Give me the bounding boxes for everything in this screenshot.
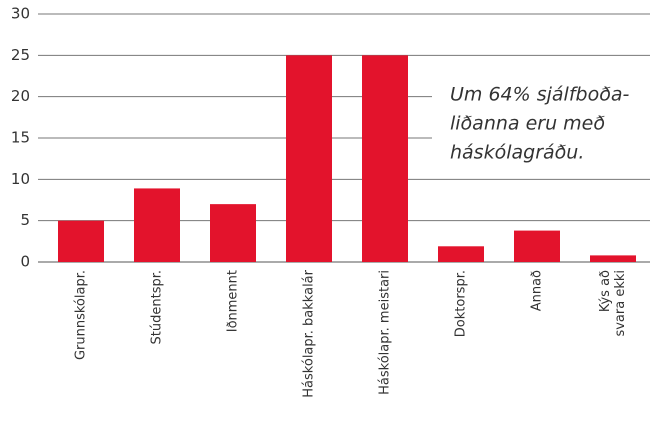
- bar: [590, 255, 636, 262]
- bar: [438, 246, 484, 262]
- x-tick-label: Iðnmennt: [226, 270, 241, 332]
- x-tick-label: Kýs að: [598, 270, 613, 312]
- x-tick-label: Grunnskólapr.: [74, 270, 89, 360]
- y-tick-label: 0: [20, 253, 30, 271]
- bar: [286, 55, 332, 263]
- annotation: liðanna eru með: [450, 113, 605, 135]
- annotation-background: [432, 78, 654, 170]
- bar: [134, 188, 180, 262]
- x-tick-label: Doktorspr.: [454, 270, 469, 337]
- bar: [210, 204, 256, 262]
- bar: [58, 220, 104, 262]
- y-tick-label: 5: [20, 211, 30, 229]
- y-tick-label: 15: [11, 129, 30, 147]
- x-tick-label: Háskólapr. meistari: [378, 270, 393, 395]
- annotation: háskólagráðu.: [450, 142, 584, 164]
- y-tick-label: 30: [11, 5, 30, 23]
- y-tick-label: 10: [11, 170, 30, 188]
- x-tick-label: Stúdentspr.: [150, 270, 165, 344]
- bar: [514, 230, 560, 262]
- y-tick-label: 20: [11, 87, 30, 105]
- y-tick-label: 25: [11, 46, 30, 64]
- x-tick-label: Háskólapr. bakkalár: [302, 269, 317, 397]
- bar: [362, 55, 408, 263]
- x-tick-label: Annað: [530, 270, 545, 311]
- annotation: Um 64% sjálfboða-: [450, 84, 629, 106]
- x-tick-label: svara ekki: [613, 270, 628, 337]
